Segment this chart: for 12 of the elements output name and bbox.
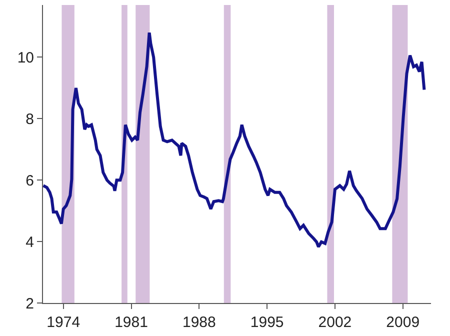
y-tick-label: 8 <box>26 110 34 128</box>
y-tick-label: 10 <box>17 49 34 66</box>
x-tick-label: 2009 <box>386 314 420 331</box>
line-series <box>43 31 426 248</box>
y-tick-label: 6 <box>26 172 34 190</box>
x-tick-label: 1981 <box>114 314 148 331</box>
y-tick-label: 2 <box>26 295 34 312</box>
y-tick-label: 4 <box>26 234 34 251</box>
x-tick-label: 2002 <box>318 314 352 331</box>
x-tick-label: 1995 <box>250 314 284 331</box>
x-tick-label: 1974 <box>46 314 80 331</box>
x-tick-label: 1988 <box>182 314 216 331</box>
